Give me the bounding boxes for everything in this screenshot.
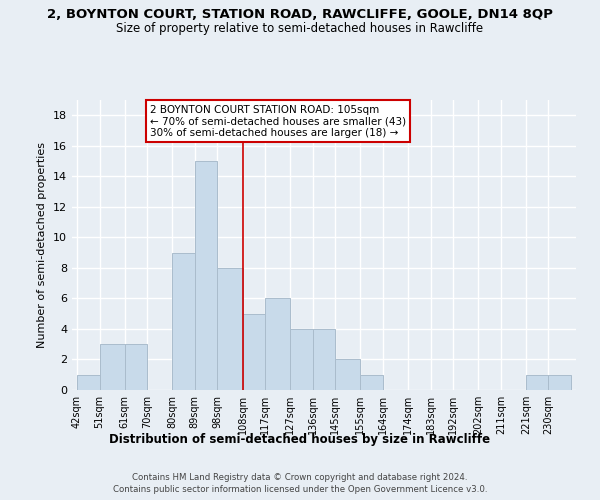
Text: 2, BOYNTON COURT, STATION ROAD, RAWCLIFFE, GOOLE, DN14 8QP: 2, BOYNTON COURT, STATION ROAD, RAWCLIFF… xyxy=(47,8,553,20)
Bar xyxy=(313,329,335,390)
Bar xyxy=(125,344,147,390)
Bar xyxy=(195,161,217,390)
Bar xyxy=(242,314,265,390)
Bar xyxy=(265,298,290,390)
Y-axis label: Number of semi-detached properties: Number of semi-detached properties xyxy=(37,142,47,348)
Text: 2 BOYNTON COURT STATION ROAD: 105sqm
← 70% of semi-detached houses are smaller (: 2 BOYNTON COURT STATION ROAD: 105sqm ← 7… xyxy=(150,104,406,138)
Bar xyxy=(361,374,383,390)
Text: Contains public sector information licensed under the Open Government Licence v3: Contains public sector information licen… xyxy=(113,485,487,494)
Bar xyxy=(100,344,125,390)
Bar xyxy=(217,268,242,390)
Text: Contains HM Land Registry data © Crown copyright and database right 2024.: Contains HM Land Registry data © Crown c… xyxy=(132,472,468,482)
Bar xyxy=(290,329,313,390)
Bar xyxy=(172,252,195,390)
Bar xyxy=(548,374,571,390)
Bar xyxy=(77,374,100,390)
Text: Size of property relative to semi-detached houses in Rawcliffe: Size of property relative to semi-detach… xyxy=(116,22,484,35)
Text: Distribution of semi-detached houses by size in Rawcliffe: Distribution of semi-detached houses by … xyxy=(109,432,491,446)
Bar xyxy=(335,360,361,390)
Bar xyxy=(526,374,548,390)
